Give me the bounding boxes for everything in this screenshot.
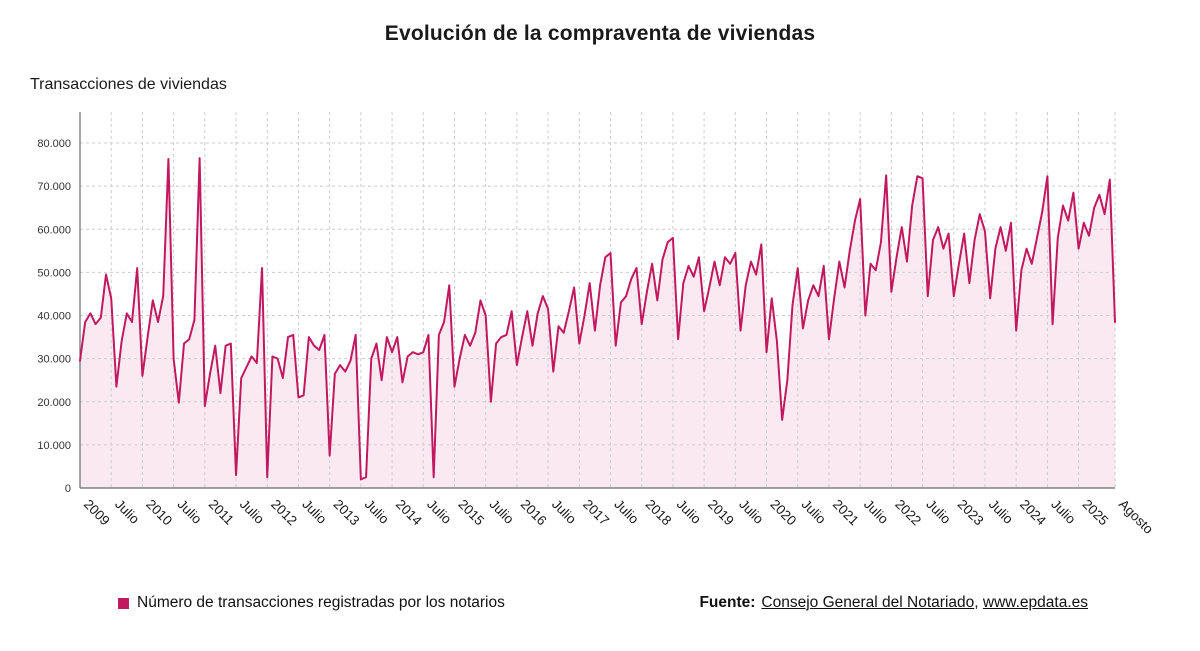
x-tick-label: Julio: [487, 497, 517, 527]
x-tick-label: 2022: [892, 497, 924, 529]
x-tick-label: Agosto: [1116, 497, 1156, 537]
series-line: [79, 157, 1116, 481]
legend-marker-icon: [118, 597, 129, 609]
y-tick-label: 50.000: [37, 267, 71, 279]
y-tick-label: 10.000: [37, 440, 71, 452]
source-link-notariado[interactable]: Consejo General del Notariado: [761, 594, 975, 611]
x-tick-label: 2025: [1079, 497, 1111, 529]
x-tick-label: 2009: [81, 497, 113, 529]
source-separator: ,: [974, 594, 983, 611]
x-tick-label: 2023: [955, 497, 987, 529]
x-tick-label: 2010: [143, 497, 175, 529]
x-tick-label: Julio: [549, 497, 579, 527]
source-link-epdata[interactable]: www.epdata.es: [982, 594, 1088, 611]
x-tick-label: Julio: [299, 497, 329, 527]
y-tick-label: 30.000: [37, 354, 71, 366]
x-tick-label: 2019: [705, 497, 737, 529]
x-tick-label: Julio: [237, 497, 267, 527]
series-area: [80, 158, 1115, 488]
x-tick-label: Julio: [674, 497, 704, 527]
x-tick-label: Julio: [362, 497, 392, 527]
gridlines: [79, 112, 1116, 488]
y-tick-label: 70.000: [37, 181, 71, 193]
x-tick-label: 2015: [455, 497, 487, 529]
x-tick-label: 2011: [206, 497, 237, 528]
x-tick-label: 2016: [518, 497, 550, 529]
chart-svg: 0 10.000 20.000 30.000 40.000 50.000 60.000 70.…: [37, 112, 1156, 537]
y-tick-label: 60.000: [37, 224, 71, 236]
x-tick-label: 2013: [331, 497, 363, 529]
y-tick-label: 20.000: [37, 397, 71, 409]
chart-footer: Número de transacciones registradas por …: [0, 594, 1200, 612]
x-tick-label: 2018: [643, 497, 675, 529]
source-prefix: Fuente:: [699, 594, 756, 611]
legend: Número de transacciones registradas por …: [118, 594, 505, 612]
x-tick-label: 2020: [767, 497, 799, 529]
y-tick-label: 80.000: [37, 138, 71, 150]
x-tick-label: Julio: [736, 497, 766, 527]
x-tick-label: 2024: [1017, 497, 1049, 529]
x-tick-label: Julio: [424, 497, 454, 527]
x-tick-label: 2017: [580, 497, 612, 529]
source-line: Fuente: Consejo General del Notariado, ww…: [699, 594, 1088, 612]
x-tick-label: 2012: [268, 497, 300, 529]
x-tick-label: Julio: [611, 497, 641, 527]
x-tick-label: 2021: [830, 497, 862, 529]
x-tick-label: Julio: [1048, 497, 1078, 527]
y-tick-label: 40.000: [37, 311, 71, 323]
y-tick-label: 0: [65, 483, 71, 495]
x-tick-label: 2014: [393, 497, 425, 529]
x-tick-label: Julio: [112, 497, 142, 527]
y-axis-title: Transacciones de viviendas: [30, 76, 227, 93]
x-tick-label: Julio: [986, 497, 1016, 527]
chart-title: Evolución de la compraventa de viviendas: [384, 22, 816, 45]
x-tick-label: Julio: [923, 497, 953, 527]
legend-label: Número de transacciones registradas por …: [137, 594, 505, 611]
x-tick-label: Julio: [799, 497, 829, 527]
x-tick-label: Julio: [174, 497, 204, 527]
x-tick-label: Julio: [861, 497, 891, 527]
